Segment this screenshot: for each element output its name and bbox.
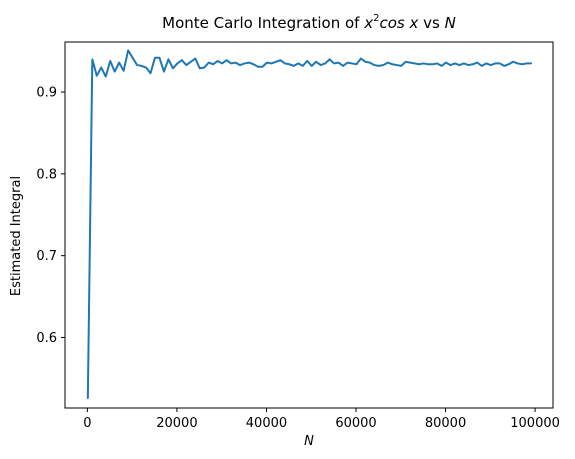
y-tick-label: 0.8 [36,167,57,182]
x-tick-label: 0 [83,416,91,431]
plot-frame [64,41,554,409]
series-line [86,49,533,400]
y-tick-label: 0.6 [36,331,57,346]
y-axis-label: Estimated Integral [9,176,24,296]
x-tick-label: 20000 [156,416,197,431]
x-tick-label: 100000 [510,416,560,431]
x-tick-label: 40000 [246,416,287,431]
y-axis-ticks: 0.6 0.7 0.8 0.9 [36,86,65,346]
y-tick-label: 0.7 [36,249,57,264]
y-tick-label: 0.9 [36,86,57,101]
x-tick-label: 80000 [425,416,466,431]
x-tick-label: 60000 [335,416,376,431]
chart-title: Monte Carlo Integration of x2cos x vs N [162,13,456,32]
x-axis-ticks: 0 20000 40000 60000 80000 100000 [83,408,560,431]
x-axis-label: N [304,434,314,449]
